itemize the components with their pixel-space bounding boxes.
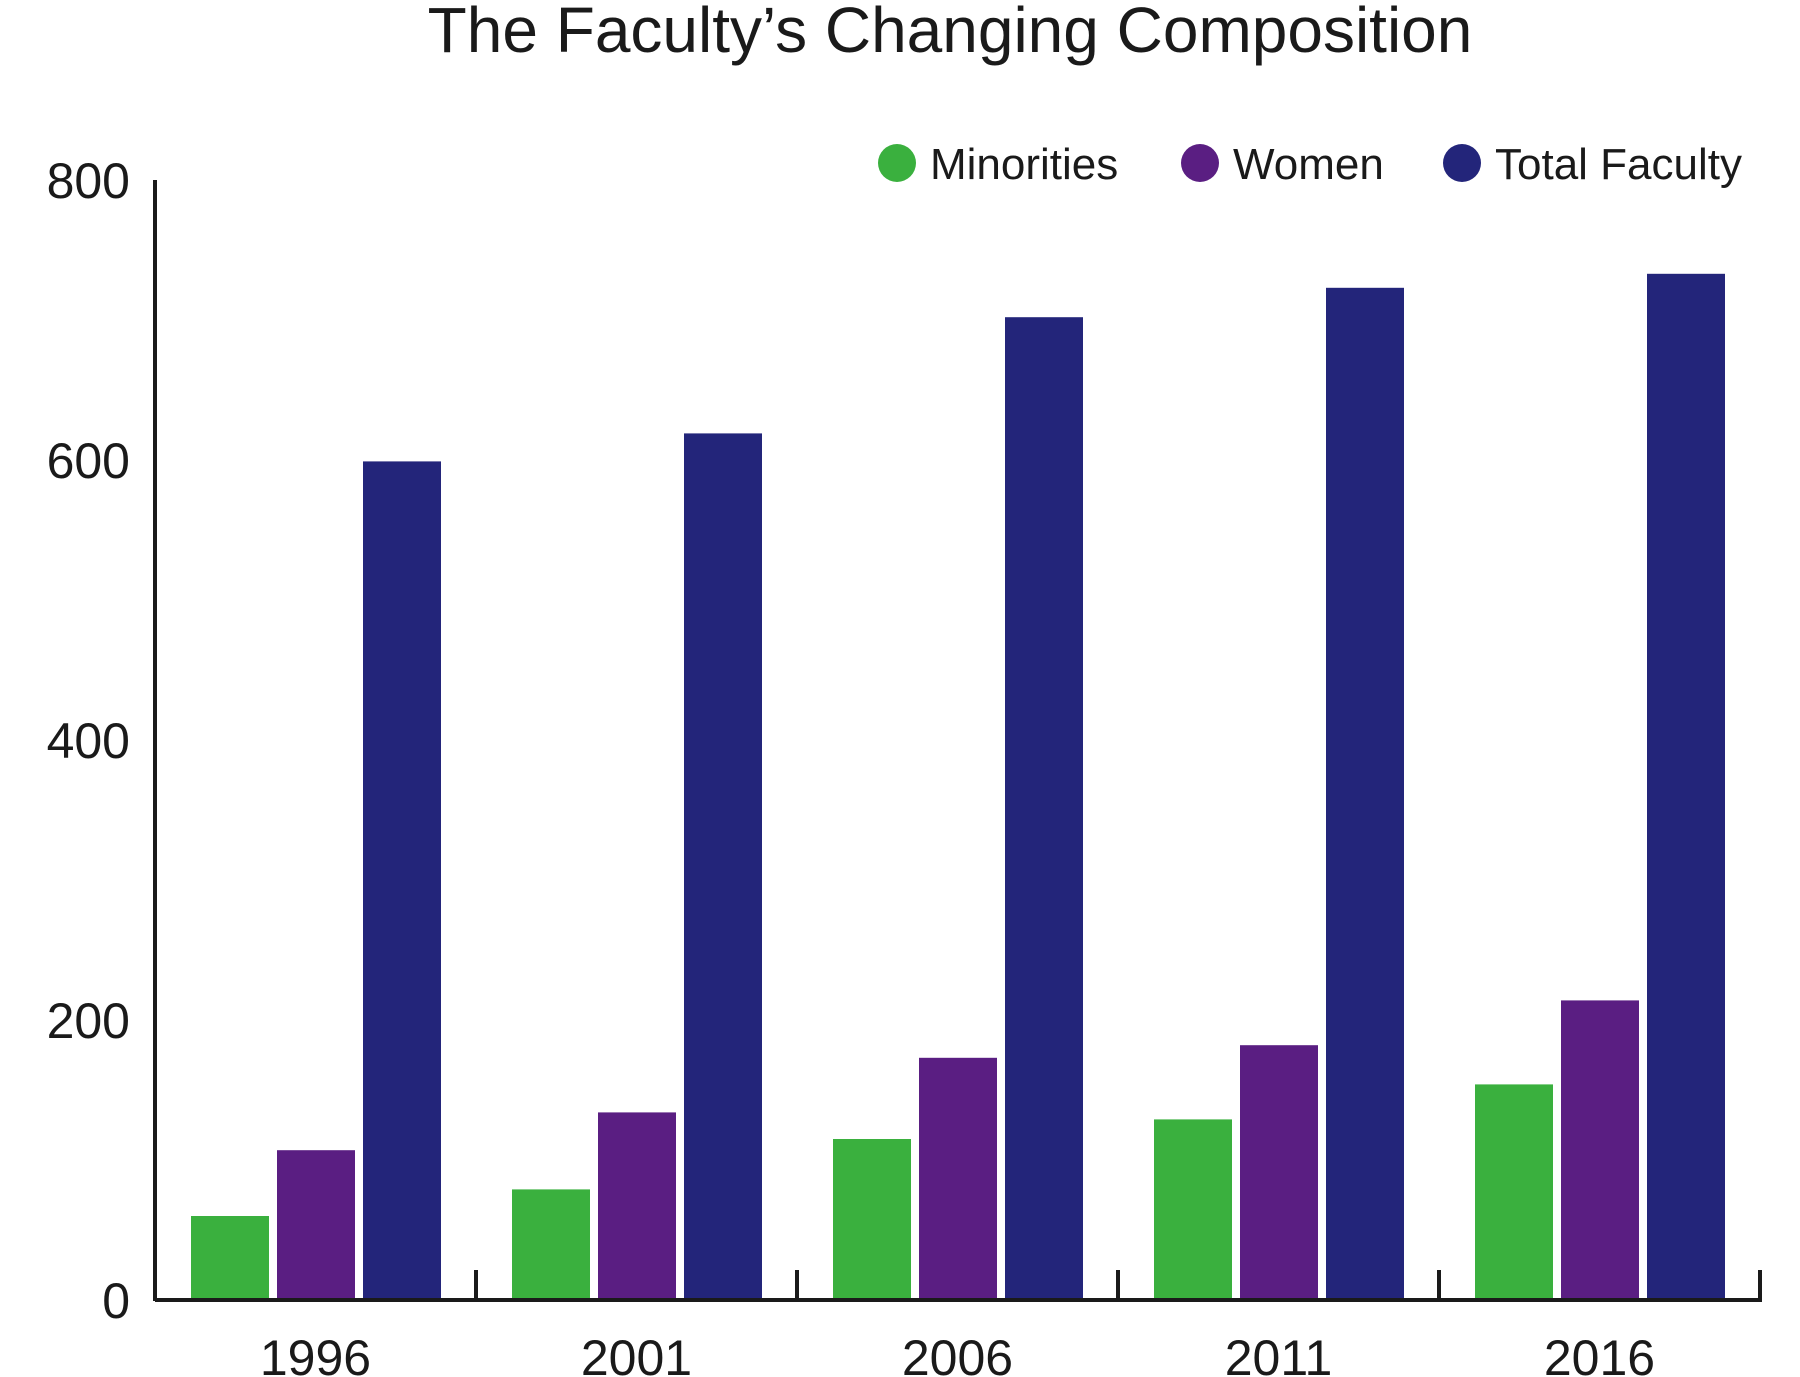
x-tick-label-2001: 2001	[581, 1330, 692, 1377]
bar-minorities-1996	[191, 1216, 269, 1300]
legend-swatch-minorities	[878, 144, 916, 182]
legend-swatch-total-faculty	[1443, 144, 1481, 182]
y-tick-label-200: 200	[47, 993, 130, 1049]
bar-minorities-2001	[512, 1189, 590, 1300]
chart-title: The Faculty’s Changing Composition	[428, 0, 1473, 66]
x-tick-label-2016: 2016	[1544, 1330, 1655, 1377]
y-tick-label-800: 800	[47, 153, 130, 209]
bar-women-1996	[277, 1150, 355, 1300]
bar-minorities-2016	[1475, 1084, 1553, 1300]
legend-label-women: Women	[1233, 140, 1384, 189]
legend: Minorities Women Total Faculty	[878, 140, 1742, 189]
bar-minorities-2006	[833, 1139, 911, 1300]
x-tick-label-2011: 2011	[1225, 1330, 1333, 1377]
x-tick-label-2006: 2006	[902, 1330, 1013, 1377]
bar-women-2016	[1561, 1000, 1639, 1300]
y-tick-label-400: 400	[47, 713, 130, 769]
y-tick-label-600: 600	[47, 433, 130, 489]
bar-women-2006	[919, 1057, 997, 1300]
legend-swatch-women	[1181, 144, 1219, 182]
axes-group: 0 200 400 600 800 1996 2001 2006 2011 2016	[47, 153, 1762, 1377]
legend-label-total-faculty: Total Faculty	[1495, 140, 1742, 189]
bar-total-faculty-2006	[1005, 317, 1083, 1300]
bar-total-faculty-2001	[684, 433, 762, 1300]
bar-total-faculty-2011	[1326, 287, 1404, 1300]
bar-women-2011	[1240, 1045, 1318, 1300]
bar-women-2001	[598, 1112, 676, 1300]
bars-group	[191, 273, 1725, 1300]
bar-total-faculty-2016	[1647, 273, 1725, 1300]
x-tick-label-1996: 1996	[260, 1330, 371, 1377]
legend-label-minorities: Minorities	[930, 140, 1118, 189]
bar-minorities-2011	[1154, 1119, 1232, 1300]
bar-total-faculty-1996	[363, 461, 441, 1300]
y-tick-label-0: 0	[102, 1273, 130, 1329]
